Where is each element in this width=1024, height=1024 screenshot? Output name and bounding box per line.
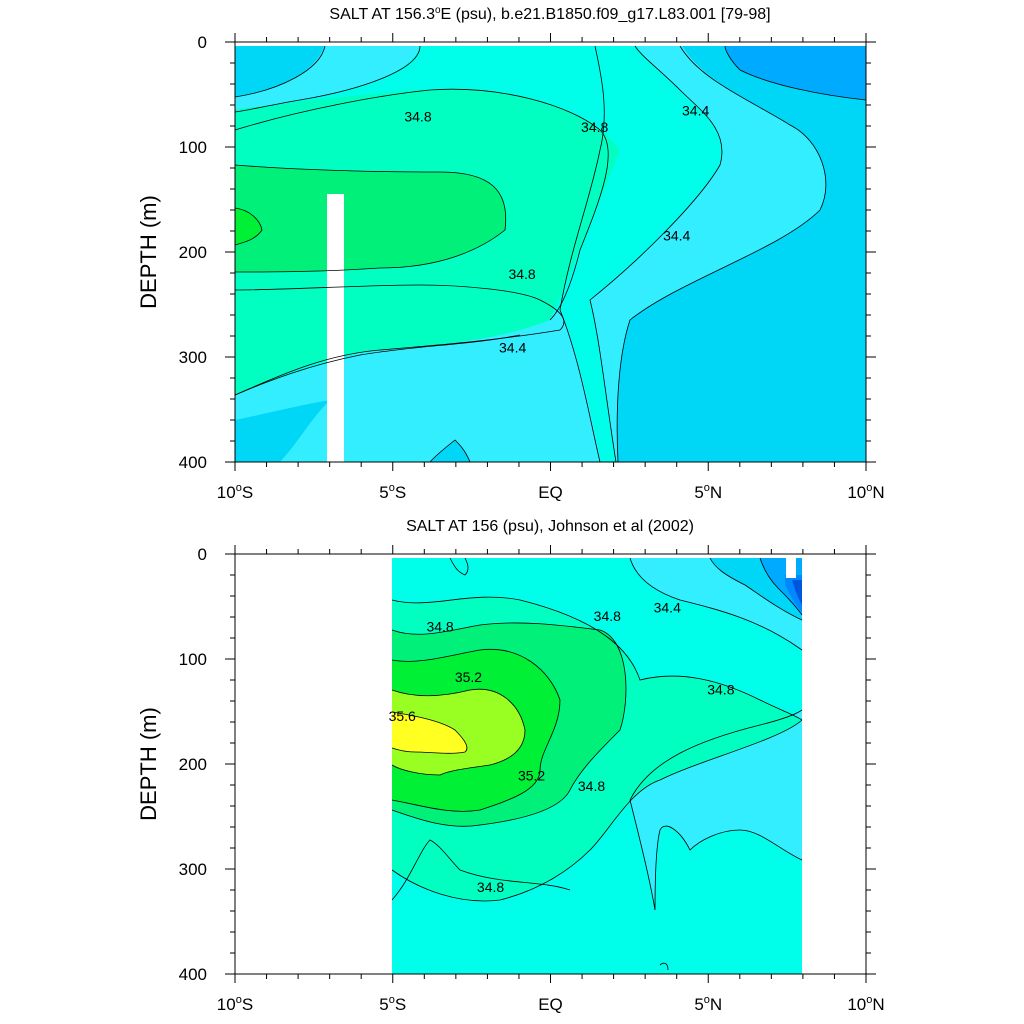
y-tick-label: 200 (179, 243, 207, 262)
y-tick-label: 100 (179, 650, 207, 669)
panel-1-title: SALT AT 156.3oE (psu), b.e21.B1850.f09_g… (329, 5, 770, 23)
x-tick-label: 5oN (694, 994, 722, 1014)
x-tick-label: 5oS (379, 482, 406, 502)
x-tick-label: EQ (538, 483, 563, 502)
contour-label: 35.2 (455, 669, 482, 685)
x-tick-label: 10oS (217, 482, 253, 502)
contour-label: 34.8 (581, 119, 608, 135)
y-tick-label: 300 (179, 348, 207, 367)
x-tick-label: 10oS (217, 994, 253, 1014)
y-tick-label: 200 (179, 755, 207, 774)
contour-label: 34.4 (499, 340, 526, 356)
contour-label: 34.4 (654, 600, 681, 616)
contour-label: 34.8 (707, 682, 734, 698)
contour-label: 34.8 (578, 778, 605, 794)
y-tick-label: 300 (179, 860, 207, 879)
panel-1-ticks: 10oS 5oS EQ 5oN 10oN 0 100 200 300 400 (179, 33, 885, 502)
panel-model: SALT AT 156.3oE (psu), b.e21.B1850.f09_g… (136, 5, 885, 502)
y-tick-label: 100 (179, 138, 207, 157)
x-tick-label: 5oS (379, 994, 406, 1014)
contour-label: 35.2 (518, 768, 545, 784)
panel-2-ticks: 10oS 5oS EQ 5oN 10oN 0 100 200 300 400 (179, 545, 885, 1014)
panel-1-contour-labels: 34.8 34.8 34.4 34.4 34.8 34.4 (404, 102, 709, 356)
x-tick-label: 10oN (847, 482, 884, 502)
x-tick-label: 10oN (847, 994, 884, 1014)
panel-1-field (235, 42, 866, 462)
y-tick-label: 400 (179, 453, 207, 472)
contour-label: 34.8 (477, 879, 504, 895)
contour-label: 35.6 (389, 708, 416, 724)
x-tick-label: 5oN (694, 482, 722, 502)
panel-2-ylabel: DEPTH (m) (136, 707, 161, 821)
contour-label: 34.8 (508, 266, 535, 282)
y-tick-label: 0 (198, 33, 207, 52)
panel-2-title: SALT AT 156 (psu), Johnson et al (2002) (406, 518, 694, 535)
x-tick-label: EQ (538, 995, 563, 1014)
panel-observed: SALT AT 156 (psu), Johnson et al (2002) (136, 518, 885, 1014)
panel-2-field (391, 557, 803, 974)
contour-label: 34.4 (663, 227, 690, 243)
contour-label: 34.8 (404, 109, 431, 125)
contour-label: 34.4 (682, 102, 709, 118)
y-tick-label: 0 (198, 545, 207, 564)
contour-label: 34.8 (594, 608, 621, 624)
contour-label: 34.8 (426, 619, 453, 635)
y-tick-label: 400 (179, 965, 207, 984)
panel-2-contour-labels: 34.8 34.8 34.4 35.2 35.6 35.2 34.8 34.8 34.8 (389, 600, 735, 895)
panel-1-ylabel: DEPTH (m) (136, 195, 161, 309)
